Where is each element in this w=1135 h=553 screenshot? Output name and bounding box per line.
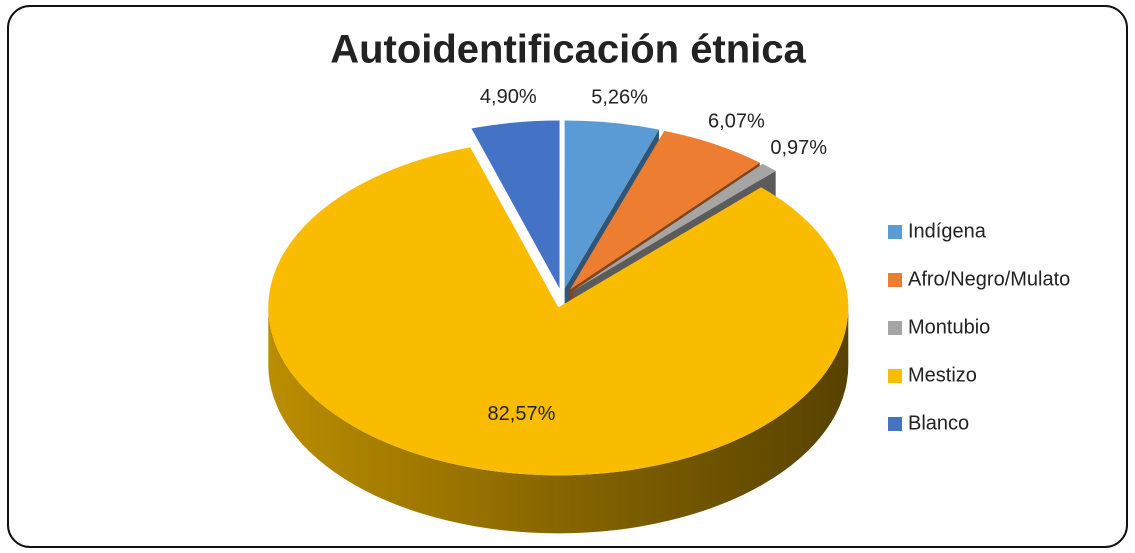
data-label: 4,90% — [480, 86, 537, 108]
pie-slice — [572, 163, 776, 291]
pie-slice — [569, 130, 760, 290]
data-label: 0,97% — [770, 137, 827, 159]
legend-label: Montubio — [908, 316, 990, 338]
pie-tops — [268, 120, 849, 476]
legend-label: Indígena — [908, 220, 987, 242]
legend-swatch — [888, 273, 902, 287]
data-label: 82,57% — [488, 403, 556, 425]
legend-swatch — [888, 417, 902, 431]
pie-slice — [471, 120, 560, 289]
legend-swatch — [888, 225, 902, 239]
legend-label: Afro/Negro/Mulato — [908, 268, 1070, 290]
pie-slice — [268, 147, 849, 476]
data-label: 6,07% — [708, 111, 765, 133]
legend-label: Mestizo — [908, 364, 977, 386]
legend-swatch — [888, 369, 902, 383]
data-label: 5,26% — [591, 86, 648, 108]
chart-title: Autoidentificación étnica — [330, 28, 806, 72]
pie-slice — [564, 120, 659, 289]
legend-label: Blanco — [908, 412, 969, 434]
pie-slice-side — [268, 307, 849, 534]
legend-swatch — [888, 321, 902, 335]
